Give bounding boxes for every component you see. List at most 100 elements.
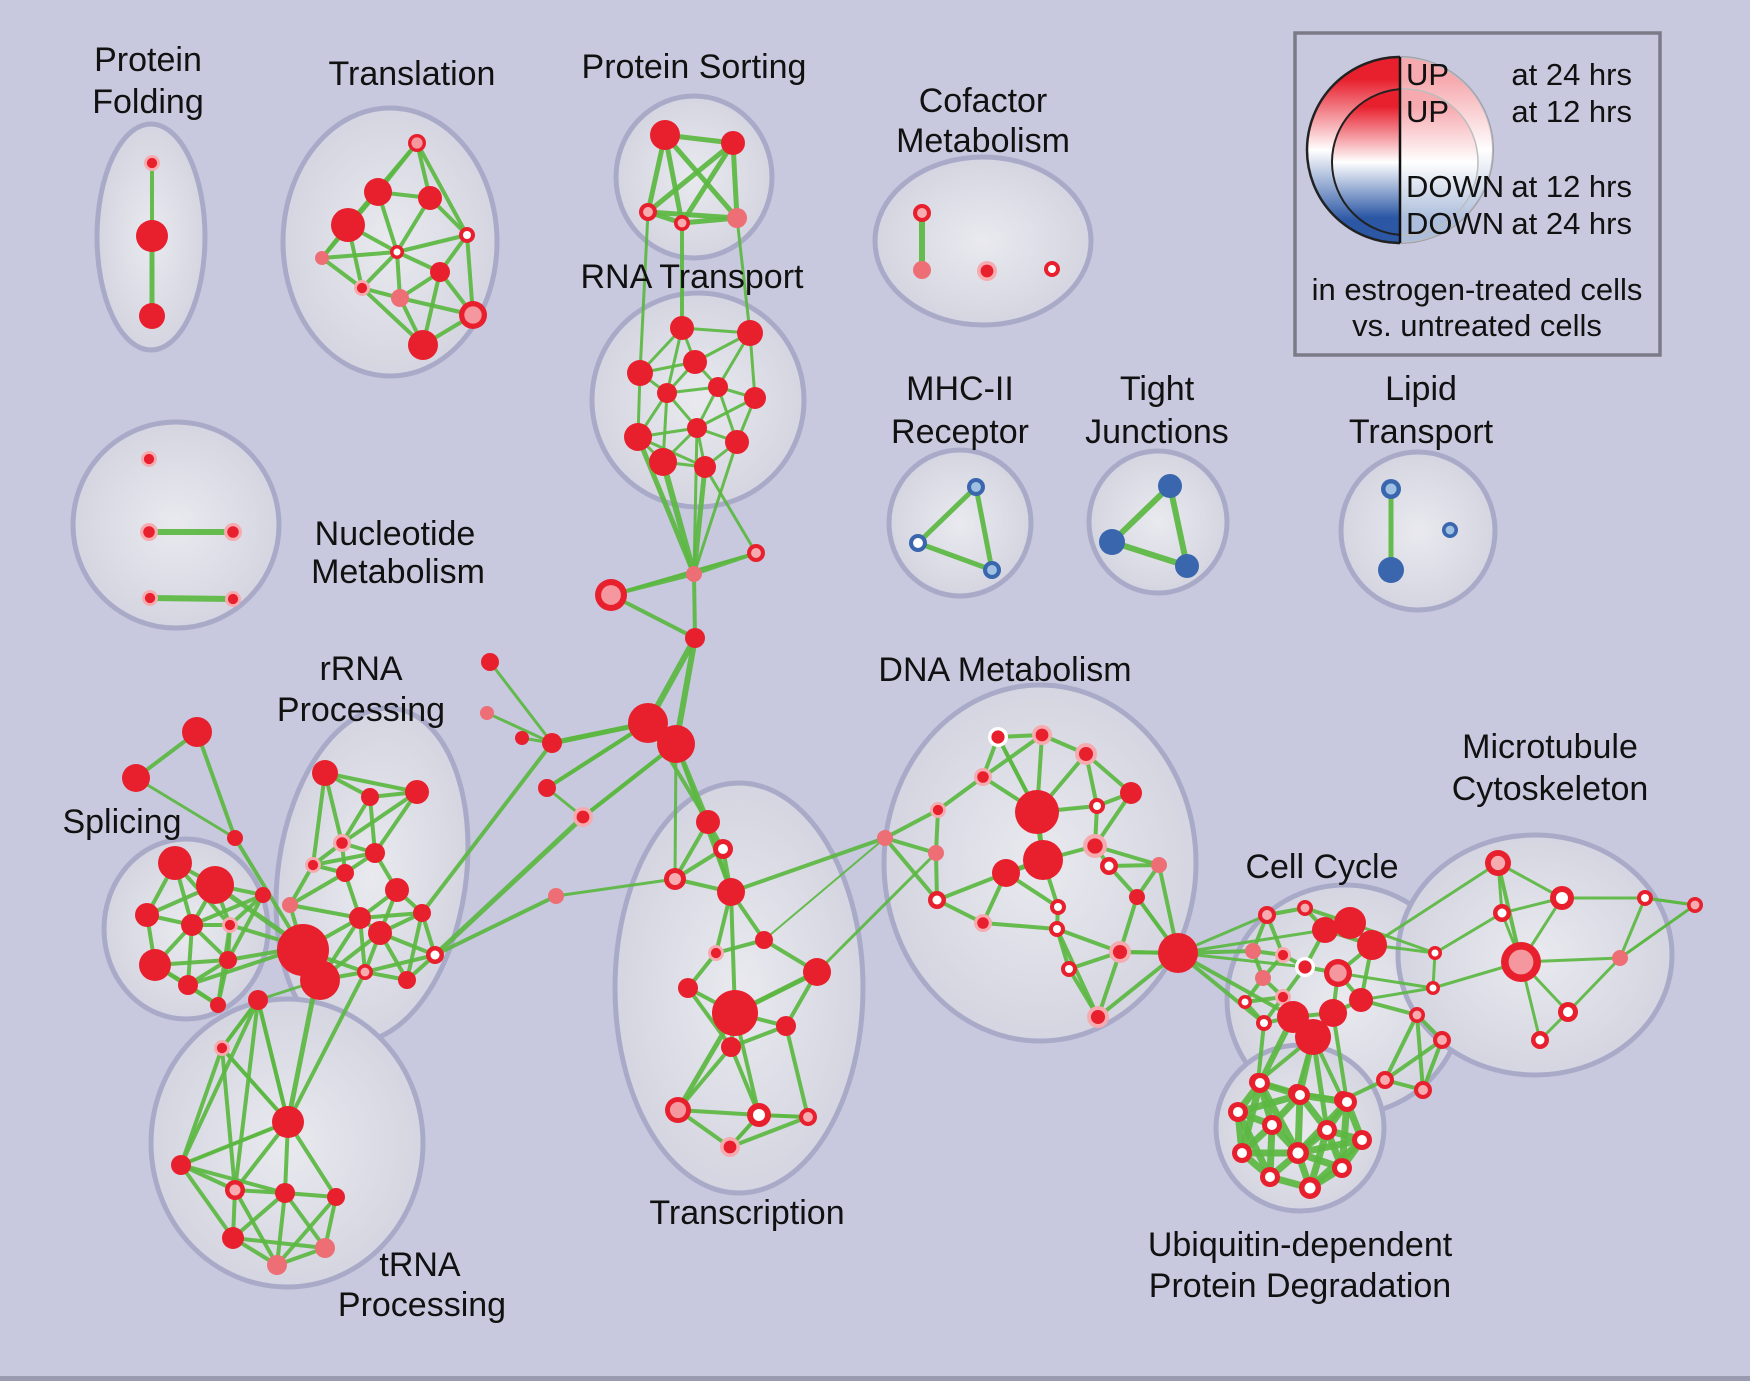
edge [433,894,558,957]
node-transcription [776,1016,796,1036]
node-rna-transport [725,430,749,454]
node-dna-metabolism-center [932,895,942,905]
edge [703,465,758,555]
node-trna-processing [275,1183,295,1203]
node-microtubule-cytoskeleton-center [1690,900,1700,910]
edge [1336,971,1435,990]
edge [936,775,985,812]
legend-gradient-left [1305,55,1400,245]
node-dna-metabolism [928,845,944,861]
edge [1643,896,1697,907]
node-rrna-processing [368,921,392,945]
edge [581,742,678,819]
cluster-label-mhc-ii-receptor-line1: MHC-II [906,370,1014,408]
cluster-label-mhc-ii-receptor-line2: Receptor [891,413,1029,451]
node-lipid-transport [1378,557,1404,583]
edge [763,837,886,941]
node-transcription-center [723,1140,737,1154]
node-nucleotide-metabolism-center [227,593,239,605]
node-trna-processing [315,1238,335,1258]
node-cell-cycle-center [1298,960,1312,974]
node-ubiquitin-degradation-center [1357,1135,1367,1145]
node-transcription-center [710,947,722,959]
node-ubiquitin-degradation-center [1295,1090,1305,1100]
cluster-label-rrna-processing-line2: Processing [277,691,445,729]
node-translation-center [356,282,368,294]
node-rrna-processing [349,907,371,929]
node-trna-processing-center [216,1042,228,1054]
node-rrna-processing [336,864,354,882]
node-dna-metabolism [1023,840,1063,880]
node-hub-connectors [538,779,556,797]
node-translation [408,330,438,360]
edge [1415,1013,1425,1092]
edge [1167,483,1190,569]
edge [190,893,265,927]
node-microtubule-cytoskeleton-center [1431,949,1439,957]
node-dna-metabolism [877,830,893,846]
node-cell-cycle-center [1300,903,1310,913]
node-hub-connectors-center [601,585,621,605]
cluster-label-nucleotide-metabolism-line2: Metabolism [311,553,485,591]
node-dna-metabolism [1120,782,1142,804]
node-dna-metabolism-center [1054,903,1062,911]
node-rrna-processing [312,760,338,786]
edge [226,893,265,962]
node-translation [430,262,450,282]
edge [1055,927,1122,954]
edge [545,721,650,790]
edge [692,572,697,640]
node-dna-metabolism-center [991,730,1005,744]
cluster-label-cofactor-metabolism-line1: Cofactor [919,82,1048,120]
edge [883,836,938,855]
node-transcription [696,810,720,834]
node-hub-connectors [548,888,564,904]
node-transcription [721,1037,741,1057]
node-cell-cycle-center [1418,1085,1428,1095]
node-rna-transport [708,377,728,397]
edge [288,871,347,907]
edge [692,426,699,576]
node-nucleotide-metabolism-center [143,453,155,465]
edge [311,771,327,867]
node-rna-transport [683,350,707,374]
cluster-label-lipid-transport-line2: Transport [1349,413,1494,451]
edge [360,250,399,290]
cluster-label-splicing-line1: Splicing [62,803,181,841]
node-dna-metabolism [1158,933,1198,973]
cluster-label-trna-processing-line1: tRNA [379,1246,461,1284]
cluster-ellipse-lipid-transport [1338,449,1498,613]
node-cell-cycle [1319,999,1347,1027]
node-rrna-processing-center [307,859,319,871]
node-cell-cycle-center [1412,1010,1422,1020]
node-rna-transport [624,423,652,451]
node-cell-cycle-center [1329,964,1347,982]
node-hub-connectors [686,566,702,582]
node-microtubule-cytoskeleton [1612,950,1628,966]
node-rna-transport [649,448,677,476]
node-splicing-center [224,919,236,931]
node-rrna-processing [385,878,409,902]
node-ubiquitin-degradation-center [1267,1120,1277,1130]
cluster-label-dna-metabolism-line1: DNA Metabolism [878,651,1131,689]
edge [1096,950,1122,1019]
node-cell-cycle [1349,988,1373,1012]
cluster-label-rrna-processing-line1: rRNA [319,650,402,688]
node-microtubule-cytoskeleton-center [1429,984,1437,992]
node-hub-connectors [122,764,150,792]
edge [1359,986,1435,1002]
node-cell-cycle-center [1262,910,1272,920]
node-hub-connectors [227,830,243,846]
nodes-layer [122,120,1703,1275]
edge [1055,927,1100,1019]
node-rna-transport [744,387,766,409]
node-ubiquitin-degradation-center [1237,1148,1247,1158]
node-microtubule-cytoskeleton-center [1497,908,1507,918]
edge [1433,911,1504,955]
node-splicing [219,951,237,969]
node-hub-connectors [481,653,499,671]
node-ubiquitin-degradation-center [1265,1172,1275,1182]
cluster-ellipse-mhc-ii-receptor [886,447,1034,599]
labels-layer: Protein Folding Translation Protein Sorting… [62,41,1648,1324]
